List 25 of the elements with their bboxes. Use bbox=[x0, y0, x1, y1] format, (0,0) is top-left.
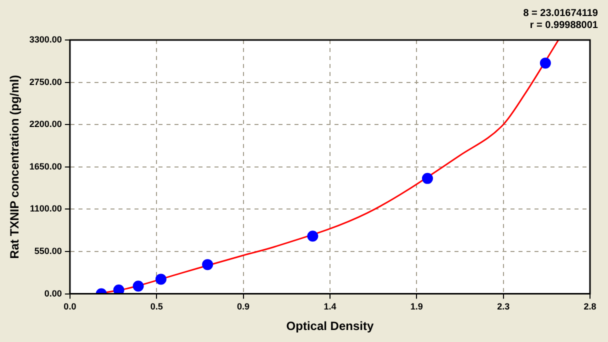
point bbox=[422, 172, 433, 184]
x-tick-label: 2.8 bbox=[584, 302, 596, 312]
y-tick-label: 2750.00 bbox=[29, 76, 62, 87]
y-tick-label: 1650.00 bbox=[29, 161, 62, 172]
y-tick-label: 550.00 bbox=[34, 246, 62, 256]
point bbox=[540, 58, 551, 69]
x-tick-label: 1.4 bbox=[324, 302, 336, 312]
x-tick-label: 0.5 bbox=[150, 302, 163, 312]
y-tick-label: 2200.00 bbox=[29, 119, 62, 130]
point bbox=[113, 284, 124, 294]
text: 8 = 23.01674119 bbox=[523, 8, 598, 19]
point bbox=[155, 274, 166, 285]
y-tick-label: 1100.00 bbox=[30, 204, 62, 214]
y-tick-label: 0.00 bbox=[44, 288, 62, 298]
y-tick-label: 3300.00 bbox=[29, 34, 62, 44]
x-tick-label: 0.9 bbox=[237, 302, 250, 312]
point bbox=[132, 280, 144, 292]
x-axis-title: Optical Density bbox=[286, 319, 374, 334]
text: r = 0.99988001 bbox=[530, 20, 598, 31]
point bbox=[202, 259, 214, 270]
y-axis-title: Rat TXNIP concentration (pg/ml) bbox=[8, 75, 22, 259]
x-tick-label: 2.3 bbox=[497, 302, 510, 312]
x-tick-label: 1.9 bbox=[410, 302, 423, 312]
point bbox=[307, 230, 318, 242]
x-tick-label: 0.0 bbox=[64, 302, 76, 312]
